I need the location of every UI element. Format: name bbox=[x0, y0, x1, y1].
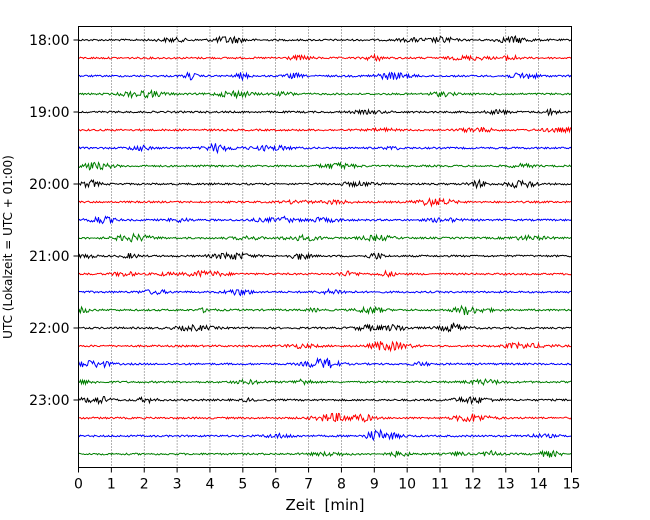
trace-2230 bbox=[78, 356, 572, 369]
x-tick-label: 15 bbox=[563, 477, 581, 493]
x-tick-label: 10 bbox=[398, 477, 416, 493]
trace-1830 bbox=[78, 71, 572, 82]
trace-2115 bbox=[78, 269, 572, 279]
trace-1930 bbox=[78, 142, 572, 155]
y-tick-label: 22:00 bbox=[29, 321, 69, 337]
trace-2345 bbox=[78, 449, 572, 459]
trace-2200 bbox=[78, 322, 572, 333]
x-tick-label: 0 bbox=[74, 477, 83, 493]
trace-2045 bbox=[78, 232, 572, 243]
trace-2130 bbox=[78, 287, 572, 297]
y-axis-label: UTC (Lokalzeit = UTC + 01:00) bbox=[1, 155, 15, 339]
trace-2300 bbox=[78, 395, 572, 406]
y-tick-label: 23:00 bbox=[29, 393, 69, 409]
x-tick-label: 12 bbox=[464, 477, 482, 493]
x-axis: 0 1 2 3 4 5 6 7 8 9 10 11 12 13 14 15 bbox=[74, 467, 581, 493]
trace-2145 bbox=[78, 304, 572, 316]
x-tick-label: 1 bbox=[107, 477, 116, 493]
trace-1845 bbox=[78, 88, 572, 100]
x-tick-label: 14 bbox=[530, 477, 548, 493]
y-tick-label: 18:00 bbox=[29, 33, 69, 49]
x-tick-label: 7 bbox=[304, 477, 313, 493]
seismic-traces bbox=[78, 34, 572, 459]
trace-2245 bbox=[78, 378, 572, 387]
x-tick-label: 3 bbox=[173, 477, 182, 493]
trace-2330 bbox=[78, 428, 572, 442]
trace-2315 bbox=[78, 412, 572, 423]
x-tick-label: 5 bbox=[238, 477, 247, 493]
x-tick-label: 13 bbox=[497, 477, 515, 493]
x-tick-label: 8 bbox=[337, 477, 346, 493]
x-axis-label: Zeit [min] bbox=[285, 496, 364, 514]
x-tick-label: 9 bbox=[370, 477, 379, 493]
trace-1900 bbox=[78, 108, 572, 117]
y-axis: 18:00 19:00 20:00 21:00 22:00 23:00 bbox=[29, 33, 79, 409]
trace-1815 bbox=[78, 52, 572, 63]
trace-2215 bbox=[78, 340, 572, 353]
x-tick-label: 4 bbox=[206, 477, 215, 493]
x-tick-label: 2 bbox=[140, 477, 149, 493]
grid-lines bbox=[111, 26, 539, 468]
y-tick-label: 19:00 bbox=[29, 105, 69, 121]
x-tick-label: 6 bbox=[271, 477, 280, 493]
trace-1945 bbox=[78, 161, 572, 171]
trace-2015 bbox=[78, 197, 572, 208]
y-tick-label: 21:00 bbox=[29, 249, 69, 265]
y-tick-label: 20:00 bbox=[29, 177, 69, 193]
plot-frame bbox=[78, 26, 572, 468]
trace-1800 bbox=[78, 34, 572, 45]
x-tick-label: 11 bbox=[431, 477, 449, 493]
trace-2030 bbox=[78, 215, 572, 225]
trace-2000 bbox=[78, 178, 572, 190]
trace-1915 bbox=[78, 125, 572, 134]
trace-2100 bbox=[78, 251, 572, 261]
